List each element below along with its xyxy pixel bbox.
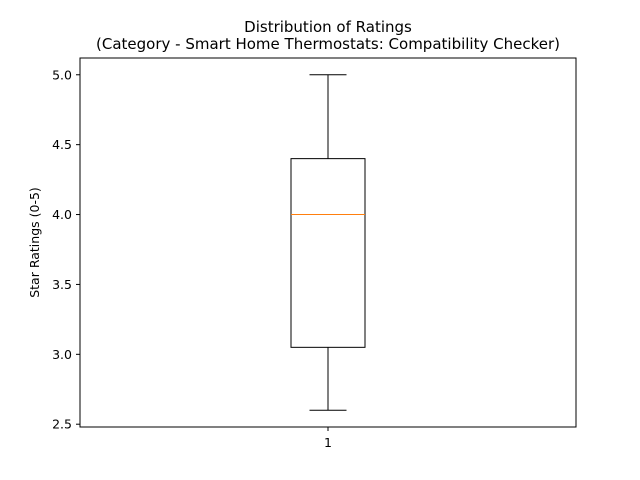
y-tick-label: 3.0: [52, 347, 72, 362]
chart-title-line-1: Distribution of Ratings: [244, 18, 412, 36]
y-tick-label: 5.0: [52, 67, 72, 82]
box-iqr: [290, 158, 366, 348]
y-tick-label: 3.5: [52, 277, 72, 292]
x-tick-label: 1: [324, 435, 332, 450]
y-axis-label: Star Ratings (0-5): [27, 187, 42, 298]
chart-title-line-2: (Category - Smart Home Thermostats: Comp…: [96, 35, 560, 53]
y-axis: 2.5 3.0 3.5 4.0 4.5 5.0: [52, 67, 80, 432]
x-axis: 1: [324, 427, 332, 450]
y-tick-label: 2.5: [52, 417, 72, 432]
y-tick-label: 4.0: [52, 207, 72, 222]
y-tick-label: 4.5: [52, 137, 72, 152]
box-series: [290, 74, 366, 411]
